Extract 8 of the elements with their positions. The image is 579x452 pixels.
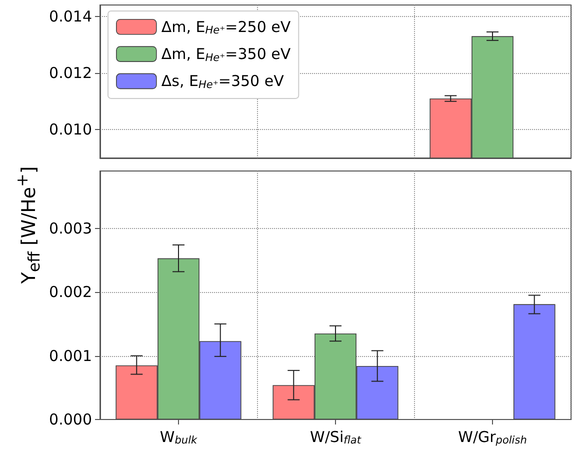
y-tick-label: 0.003: [49, 219, 92, 238]
y-tick-label: 0.001: [49, 346, 92, 365]
y-tick-label: 0.010: [49, 120, 92, 139]
bar: [513, 304, 556, 420]
y-tick-label: 0.000: [49, 410, 92, 428]
y-tick-label: 0.002: [49, 283, 92, 302]
y-tick-label: 0.012: [49, 64, 92, 82]
y-tick-label: 0.014: [49, 7, 92, 26]
